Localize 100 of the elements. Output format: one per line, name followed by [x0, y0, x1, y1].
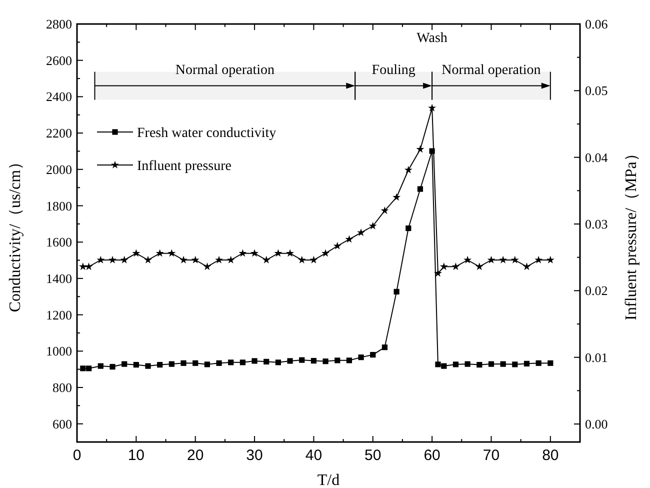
y-tick-label: 800: [52, 380, 72, 396]
point: [157, 362, 163, 368]
y-tick-label: 600: [52, 416, 72, 432]
point: [264, 358, 270, 364]
y-tick-label: 2000: [46, 162, 72, 177]
point: [133, 362, 139, 368]
point: [452, 362, 459, 368]
point: [512, 362, 518, 368]
point: [238, 249, 247, 257]
point: [357, 228, 366, 236]
y2-tick-label: 0.06: [585, 16, 608, 32]
point: [226, 256, 235, 264]
point: [441, 363, 447, 369]
point: [452, 262, 460, 270]
y-tick-label: 2800: [46, 16, 72, 32]
x-tick-label: 60: [424, 447, 440, 464]
y2-tick-label: 0.03: [585, 216, 608, 232]
point: [80, 366, 86, 372]
point: [120, 256, 128, 264]
point: [346, 358, 352, 364]
point: [417, 186, 424, 192]
point: [428, 104, 436, 112]
band-label: Normal operation: [442, 62, 541, 78]
point: [322, 249, 330, 257]
x-tick-label: 30: [246, 447, 263, 464]
point: [487, 256, 496, 264]
point: [345, 235, 354, 243]
point: [86, 366, 92, 372]
point: [298, 256, 306, 264]
point: [262, 256, 270, 264]
point: [500, 361, 506, 367]
point: [488, 361, 494, 367]
point: [546, 256, 554, 264]
point: [228, 360, 234, 366]
y-tick-label: 2200: [46, 126, 72, 141]
y2-tick-label: 0.01: [585, 350, 608, 365]
annotation: Wash: [416, 31, 448, 46]
point: [394, 288, 400, 294]
x-tick-label: 80: [542, 447, 559, 464]
x-tick-label: 20: [187, 447, 204, 464]
y2-axis-title: Influent pressure/（MPa）: [623, 146, 640, 320]
point: [522, 262, 531, 270]
point: [78, 262, 87, 270]
y-tick-label: 1800: [46, 198, 72, 214]
point: [406, 225, 412, 232]
point: [204, 362, 210, 368]
point: [145, 363, 151, 369]
y-tick-label: 1000: [46, 344, 72, 359]
point: [476, 362, 482, 368]
point: [98, 363, 104, 369]
point: [132, 249, 140, 257]
point: [122, 361, 128, 367]
point: [499, 256, 508, 264]
point: [180, 360, 186, 366]
point: [435, 362, 441, 368]
point: [168, 361, 174, 367]
point: [252, 358, 258, 364]
y2-tick-label: 0.02: [585, 283, 608, 298]
point: [464, 256, 472, 264]
legend-label: Influent pressure: [137, 158, 232, 174]
point: [203, 262, 212, 270]
band-label: Fouling: [372, 62, 416, 78]
point: [380, 206, 389, 214]
legend-label: Fresh water conductivity: [137, 126, 276, 141]
point: [192, 360, 198, 366]
band-label: Normal operation: [175, 62, 275, 78]
point: [240, 360, 246, 366]
y-tick-label: 2600: [46, 52, 72, 68]
x-tick-label: 0: [72, 447, 82, 464]
point: [310, 358, 317, 364]
y2-tick-label: 0.00: [585, 416, 608, 432]
y2-tick-label: 0.05: [585, 83, 608, 98]
point: [464, 361, 470, 367]
point: [370, 352, 376, 358]
point: [216, 360, 222, 366]
point: [215, 256, 224, 264]
point: [250, 249, 259, 257]
point: [274, 249, 282, 257]
point: [404, 166, 412, 174]
point: [168, 249, 176, 257]
point: [475, 262, 484, 270]
y-tick-label: 2400: [46, 89, 72, 104]
y2-tick-label: 0.04: [585, 150, 608, 165]
point: [536, 360, 542, 366]
y-tick-label: 1400: [46, 270, 72, 286]
point: [275, 360, 281, 366]
point: [548, 360, 554, 366]
x-tick-label: 40: [305, 447, 322, 464]
x-tick-label: 10: [128, 447, 145, 464]
point: [110, 364, 116, 370]
point: [84, 262, 93, 270]
point: [191, 256, 200, 264]
point: [96, 256, 105, 264]
y-axis-title: Conductivity/（us/cm）: [7, 154, 24, 312]
point: [368, 222, 377, 230]
point: [358, 354, 364, 360]
point: [322, 358, 328, 364]
point: [334, 358, 340, 364]
point: [534, 256, 543, 264]
point: [287, 358, 293, 364]
